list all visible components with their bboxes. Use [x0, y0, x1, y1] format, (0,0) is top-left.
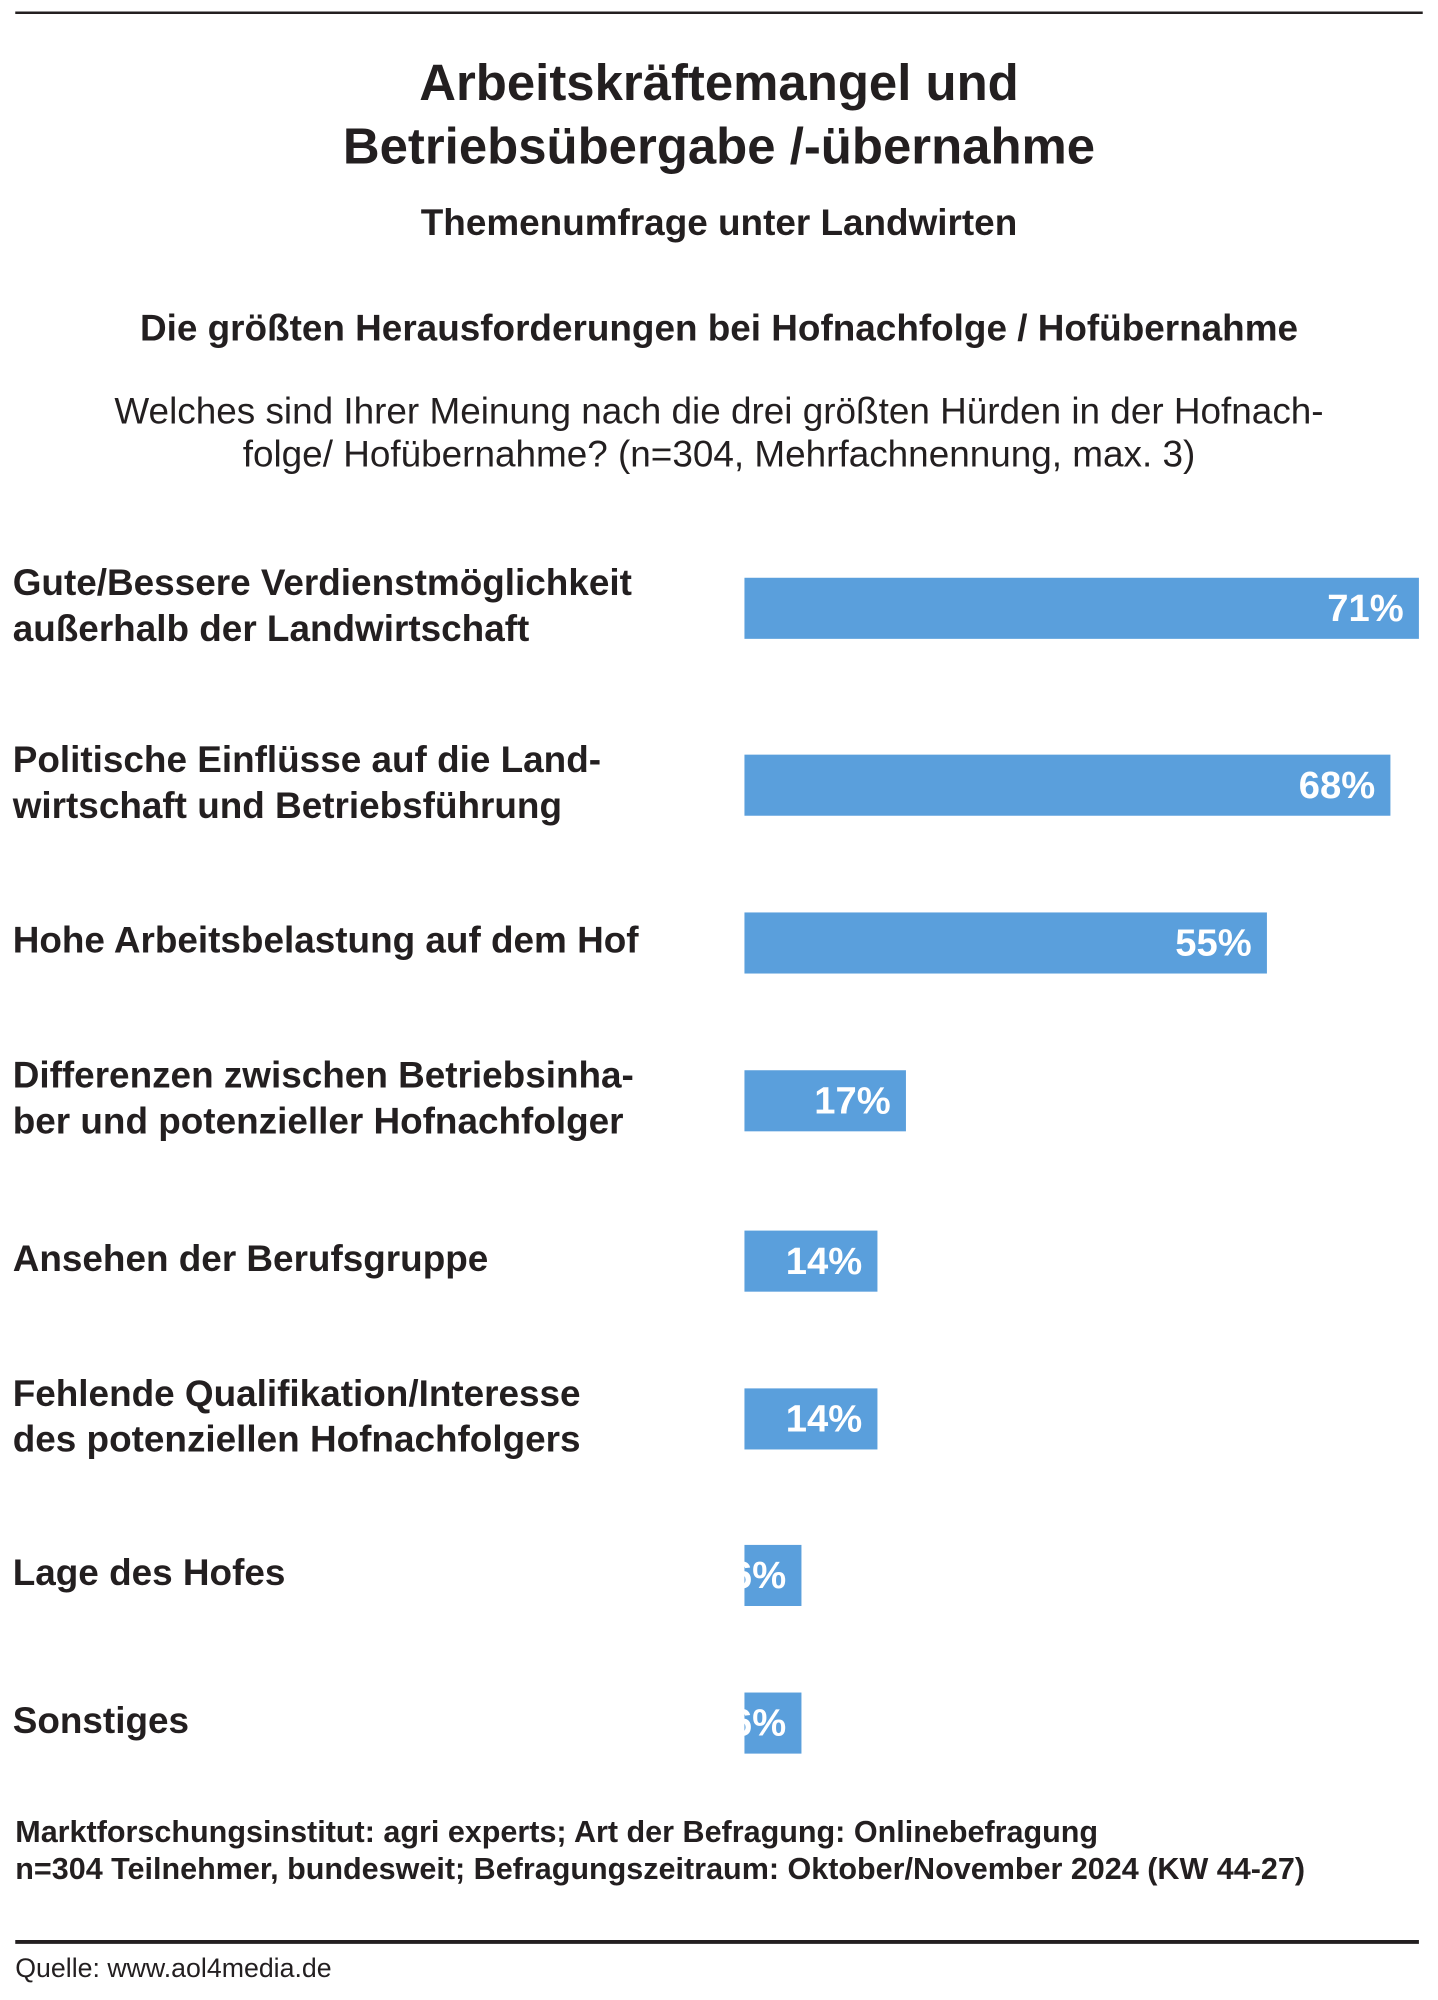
category-label: Differenzen zwischen Betriebsinha-	[13, 1055, 634, 1096]
value-label: 14%	[786, 1398, 862, 1441]
value-label: 55%	[1175, 922, 1251, 965]
bar	[744, 1544, 802, 1606]
category-label: Lage des Hofes	[13, 1552, 286, 1593]
note: n=304 Teilnehmer, bundesweit; Befragungs…	[15, 1852, 1305, 1886]
chart-heading: Die größten Herausforderungen bei Hofnac…	[140, 308, 1298, 349]
value-label: 68%	[1299, 764, 1375, 807]
bar	[744, 1070, 906, 1132]
bar	[744, 1692, 802, 1754]
note: Marktforschungsinstitut: agri experts; A…	[15, 1815, 1098, 1849]
category-label: des potenziellen Hofnachfolgers	[13, 1419, 581, 1460]
category-label: Sonstiges	[13, 1700, 189, 1741]
bar	[744, 577, 1419, 639]
value-label: 6%	[731, 1702, 786, 1745]
category-label: Politische Einflüsse auf die Land-	[13, 739, 601, 780]
category-label: Gute/Bessere Verdienstmöglichkeit	[13, 562, 632, 603]
category-label: Fehlende Qualifikation/Interesse	[13, 1373, 581, 1414]
chart-subtitle: Themenumfrage unter Landwirten	[421, 202, 1017, 243]
value-label: 17%	[814, 1079, 890, 1122]
chart-title: Betriebsübergabe /-übernahme	[343, 118, 1095, 175]
category-label: Ansehen der Berufsgruppe	[13, 1238, 489, 1279]
value-label: 14%	[786, 1240, 862, 1283]
value-label: 6%	[731, 1554, 786, 1597]
category-label: ber und potenzieller Hofnachfolger	[13, 1100, 624, 1141]
chart-title: Arbeitskräftemangel und	[419, 54, 1019, 111]
bar	[744, 912, 1267, 974]
value-label: 71%	[1327, 587, 1403, 630]
category-label: Hohe Arbeitsbelastung auf dem Hof	[13, 920, 640, 961]
bar	[744, 1230, 878, 1292]
bar	[744, 1388, 878, 1450]
category-label: außerhalb der Landwirtschaft	[13, 608, 530, 649]
question: folge/ Hofübernahme? (n=304, Mehrfachnen…	[243, 434, 1196, 475]
question: Welches sind Ihrer Meinung nach die drei…	[114, 390, 1323, 431]
category-label: wirtschaft und Betriebsführung	[12, 785, 562, 826]
bar	[744, 754, 1391, 816]
source: Quelle: www.aol4media.de	[15, 1953, 331, 1983]
